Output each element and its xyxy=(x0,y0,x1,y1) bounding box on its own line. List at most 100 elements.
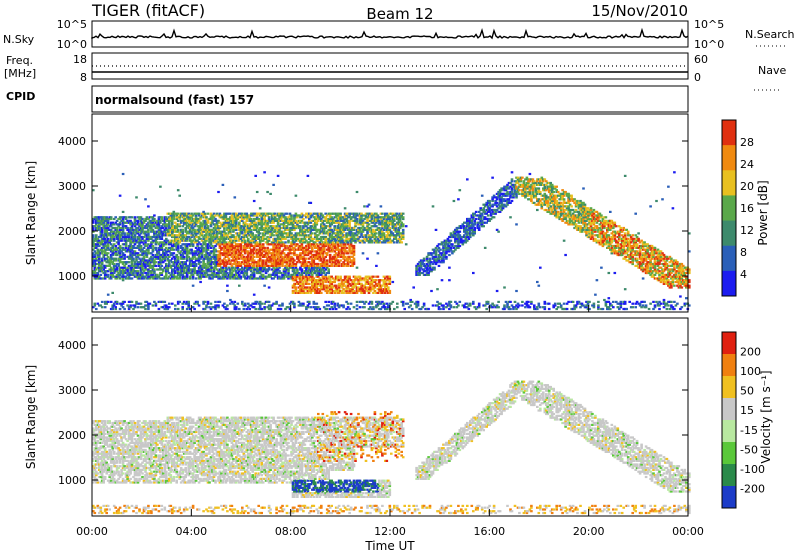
power-cell xyxy=(221,266,225,269)
power-cell xyxy=(109,268,113,271)
power-cell xyxy=(92,248,95,251)
power-cell xyxy=(325,214,329,217)
power-cell xyxy=(92,244,95,248)
power-cell xyxy=(175,223,178,226)
power-cell xyxy=(254,214,257,217)
power-cell xyxy=(249,270,253,273)
power-cell xyxy=(159,261,162,264)
power-cell xyxy=(351,239,354,242)
power-cell xyxy=(294,235,298,239)
power-cell xyxy=(296,232,299,235)
power-cell xyxy=(239,243,243,246)
power-cell xyxy=(324,280,327,284)
power-cell xyxy=(197,261,201,264)
power-cell xyxy=(324,243,327,246)
power-cell xyxy=(206,270,210,273)
power-cell xyxy=(245,230,249,233)
power-cell xyxy=(145,216,149,219)
power-cell xyxy=(181,248,184,251)
power-cell xyxy=(148,270,152,273)
power-cell xyxy=(291,235,295,239)
power-cell xyxy=(248,262,251,266)
power-cell xyxy=(129,266,132,269)
power-cell xyxy=(314,257,317,260)
power-cell xyxy=(176,307,180,311)
power-cell xyxy=(378,300,381,303)
power-cell xyxy=(260,261,263,264)
power-cell xyxy=(242,237,246,240)
power-cell xyxy=(120,250,123,253)
power-cell xyxy=(200,250,204,253)
power-cell xyxy=(176,243,180,246)
power-cell xyxy=(168,232,171,235)
power-cell xyxy=(105,217,108,221)
power-cell xyxy=(118,266,122,269)
power-cell xyxy=(372,306,375,309)
power-cell xyxy=(258,226,262,230)
power-cell xyxy=(153,217,156,221)
power-cell xyxy=(321,255,325,258)
power-cell xyxy=(129,264,132,267)
power-cell xyxy=(115,219,119,222)
power-cell xyxy=(330,302,333,305)
power-cell xyxy=(358,279,362,282)
power-cell xyxy=(176,237,180,240)
power-cell xyxy=(114,275,117,278)
power-cell xyxy=(227,275,231,278)
power-cell xyxy=(142,232,146,235)
power-cell xyxy=(351,212,354,215)
power-cell xyxy=(299,234,302,237)
power-cell xyxy=(115,266,119,269)
power-cell xyxy=(308,219,311,222)
power-cell xyxy=(317,237,320,240)
power-cell xyxy=(267,259,271,262)
power-cell xyxy=(263,307,266,311)
power-cell xyxy=(190,232,193,235)
power-cell xyxy=(98,235,101,239)
power-cell xyxy=(336,241,339,244)
power-cell xyxy=(117,230,120,233)
power-cell xyxy=(197,212,201,215)
power-cell xyxy=(264,250,268,253)
power-cell xyxy=(92,226,95,230)
power-cell xyxy=(242,255,246,258)
power-cell xyxy=(239,214,243,217)
power-cell xyxy=(321,230,325,233)
power-cell xyxy=(258,270,262,273)
power-cell xyxy=(123,266,126,269)
power-cell xyxy=(165,234,168,237)
power-cell xyxy=(300,262,304,266)
power-cell xyxy=(171,257,174,260)
power-cell xyxy=(236,216,240,219)
power-cell xyxy=(327,280,330,284)
power-cell xyxy=(111,261,114,264)
power-cell xyxy=(100,277,104,280)
power-cell xyxy=(202,257,205,260)
power-cell xyxy=(144,252,147,255)
power-cell xyxy=(98,228,101,231)
power-cell xyxy=(363,217,366,221)
power-cell xyxy=(333,279,336,282)
power-cell xyxy=(357,226,360,230)
power-cell xyxy=(171,275,174,278)
power-cell xyxy=(309,306,313,309)
power-cell xyxy=(284,244,287,248)
power-cell xyxy=(281,212,284,215)
power-cell xyxy=(141,275,144,278)
power-cell xyxy=(252,306,256,309)
power-cell xyxy=(123,237,126,240)
power-cell xyxy=(127,228,131,231)
power-cell xyxy=(261,235,265,239)
power-cell xyxy=(342,230,345,233)
power-cell xyxy=(291,243,295,246)
power-cell xyxy=(336,228,339,231)
power-cell xyxy=(175,243,178,246)
power-cell xyxy=(103,244,107,248)
power-cell xyxy=(317,266,320,269)
power-cell xyxy=(346,237,350,240)
power-cell xyxy=(378,282,381,285)
power-cell xyxy=(369,239,372,242)
power-cell xyxy=(127,273,131,276)
power-cell xyxy=(315,262,319,266)
power-cell xyxy=(197,277,201,280)
